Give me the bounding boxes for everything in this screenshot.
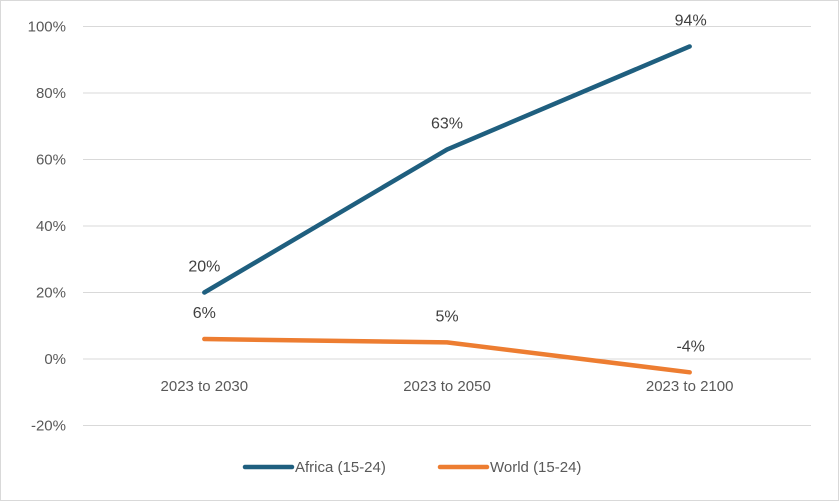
y-axis-tick-labels: 100% 80% 60% 40% 20% 0% -20% bbox=[28, 19, 66, 435]
data-label: 63% bbox=[431, 116, 463, 133]
series-line-africa bbox=[204, 46, 689, 292]
data-label: -4% bbox=[676, 338, 704, 355]
data-label: 5% bbox=[435, 308, 458, 325]
x-tick-label: 2023 to 2100 bbox=[646, 378, 734, 395]
legend-label: World (15-24) bbox=[490, 459, 581, 476]
data-label: 6% bbox=[193, 305, 216, 322]
gridlines bbox=[83, 27, 811, 426]
y-tick-label: 100% bbox=[28, 19, 66, 36]
x-axis-tick-labels: 2023 to 2030 2023 to 2050 2023 to 2100 bbox=[161, 378, 734, 395]
data-labels: 20% 63% 94% 6% 5% -4% bbox=[188, 12, 706, 355]
legend-africa: Africa (15-24) bbox=[245, 459, 386, 476]
y-tick-label: 40% bbox=[36, 218, 66, 235]
x-tick-label: 2023 to 2050 bbox=[403, 378, 491, 395]
x-tick-label: 2023 to 2030 bbox=[161, 378, 249, 395]
y-tick-label: 80% bbox=[36, 85, 66, 102]
legend-world: World (15-24) bbox=[440, 459, 581, 476]
y-tick-label: -20% bbox=[31, 418, 66, 435]
data-label: 20% bbox=[188, 259, 220, 276]
y-tick-label: 60% bbox=[36, 152, 66, 169]
y-tick-label: 20% bbox=[36, 285, 66, 302]
data-label: 94% bbox=[675, 12, 707, 29]
series-line-world bbox=[204, 339, 689, 372]
y-tick-label: 0% bbox=[44, 351, 66, 368]
legend: Africa (15-24) World (15-24) bbox=[245, 459, 581, 476]
legend-label: Africa (15-24) bbox=[295, 459, 386, 476]
